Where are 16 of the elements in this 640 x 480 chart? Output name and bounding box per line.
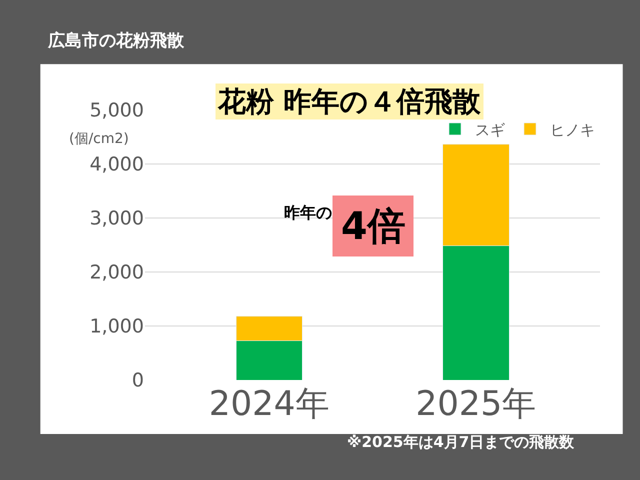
text: ※2025年は4月7日までの飛散数 bbox=[347, 433, 576, 451]
y-tick-label: 3,000 bbox=[90, 208, 144, 230]
annotation: 4倍 bbox=[341, 204, 406, 248]
legend-label: ヒノキ bbox=[550, 120, 595, 139]
legend-label: スギ bbox=[475, 120, 505, 139]
annotation: 昨年の bbox=[284, 203, 332, 222]
y-tick-label: 0 bbox=[132, 370, 144, 392]
x-tick-label: 2025年 bbox=[416, 384, 536, 424]
y-tick-label: 2,000 bbox=[90, 262, 144, 284]
y-tick-label: 4,000 bbox=[90, 154, 144, 176]
chart-subtitle: 花粉 昨年の４倍飛散 bbox=[217, 85, 482, 118]
y-tick-label: 1,000 bbox=[90, 316, 144, 338]
y-tick-label: 5,000 bbox=[90, 100, 144, 122]
x-tick-label: 2024年 bbox=[208, 384, 330, 424]
chart-title: 広島市の花粉飛散 bbox=[47, 31, 185, 51]
y-axis-title: (個/cm2) bbox=[69, 131, 129, 147]
